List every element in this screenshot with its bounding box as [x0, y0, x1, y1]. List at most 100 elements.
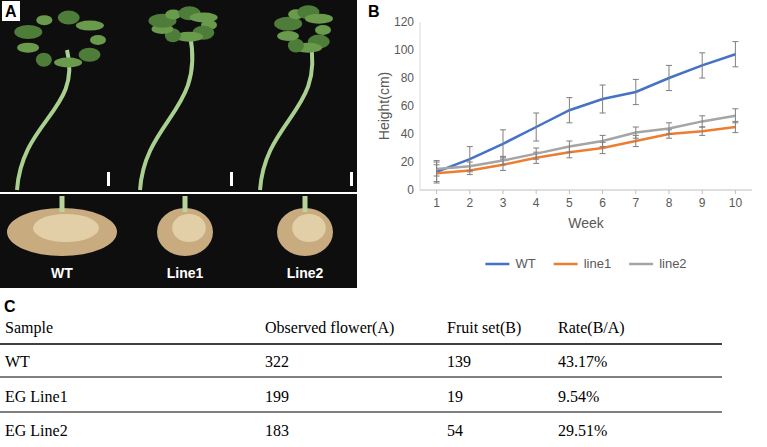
- error-bar: [600, 85, 606, 113]
- panel-letter: B: [368, 3, 380, 20]
- error-stem: [436, 162, 437, 176]
- error-cap: [666, 122, 672, 123]
- table-cell: 54: [447, 422, 463, 439]
- error-bar: [666, 123, 672, 134]
- leaf: [79, 48, 101, 62]
- x-tick: [602, 190, 603, 194]
- error-cap: [633, 127, 639, 128]
- error-cap: [699, 135, 705, 136]
- column-head: Sample: [5, 319, 53, 337]
- table-cell: 29.51%: [558, 422, 607, 439]
- x-tick: [669, 190, 670, 194]
- error-bar: [533, 113, 539, 141]
- error-cap: [533, 159, 539, 160]
- table-cell: 43.17%: [558, 353, 607, 370]
- error-cap: [600, 113, 606, 114]
- x-tick-label: 10: [729, 196, 743, 210]
- error-stem: [735, 109, 736, 123]
- error-cap: [566, 152, 572, 153]
- table-cell: 139: [447, 353, 471, 370]
- stem: [183, 196, 188, 212]
- error-cap: [732, 108, 738, 109]
- x-tick-label: 6: [599, 196, 606, 210]
- error-cap: [434, 181, 440, 182]
- scale-bar: [107, 172, 110, 186]
- error-cap: [500, 156, 506, 157]
- leaf: [58, 11, 80, 25]
- error-stem: [436, 161, 437, 183]
- error-cap: [533, 163, 539, 164]
- error-stem: [503, 130, 504, 158]
- error-cap: [600, 135, 606, 136]
- error-cap: [600, 85, 606, 86]
- leaf: [14, 25, 42, 39]
- root: [292, 214, 326, 242]
- series-line: [437, 127, 736, 173]
- error-bar: [633, 79, 639, 104]
- x-tick: [635, 190, 636, 194]
- error-bar: [434, 162, 440, 176]
- series-line: [437, 116, 736, 169]
- scale-bar: [350, 172, 353, 186]
- error-bar: [732, 121, 738, 132]
- table-cell: 322: [265, 353, 289, 370]
- error-cap: [434, 176, 440, 177]
- leaf: [17, 43, 39, 53]
- error-bar: [500, 130, 506, 158]
- error-stem: [669, 123, 670, 134]
- y-axis-title: Height(cm): [376, 72, 392, 140]
- rule: [0, 377, 722, 378]
- stem: [303, 196, 308, 212]
- x-tick: [735, 190, 736, 194]
- table-cell: EG Line2: [5, 422, 68, 439]
- error-stem: [469, 162, 470, 170]
- error-cap: [699, 127, 705, 128]
- error-bar: [600, 135, 606, 146]
- leaf: [76, 21, 104, 31]
- y-tick-label: 100: [394, 43, 414, 57]
- error-cap: [434, 162, 440, 163]
- error-stem: [702, 116, 703, 127]
- x-tick-label: 1: [433, 196, 440, 210]
- error-stem: [602, 85, 603, 113]
- y-tick-label: 20: [401, 155, 415, 169]
- legend-label: line1: [584, 256, 611, 271]
- root: [172, 214, 206, 242]
- error-cap: [600, 146, 606, 147]
- plot-data: [434, 42, 739, 183]
- y-tick-label: 60: [401, 99, 415, 113]
- error-cap: [467, 174, 473, 175]
- error-bar: [533, 148, 539, 159]
- legend-label: WT: [515, 256, 535, 271]
- error-stem: [669, 65, 670, 90]
- photo-label: WT: [51, 265, 73, 281]
- error-bar: [467, 162, 473, 170]
- leaf: [315, 25, 331, 35]
- leaf: [277, 31, 299, 41]
- root: [33, 214, 99, 242]
- column-head: Rate(B/A): [558, 319, 625, 337]
- leaf: [36, 53, 52, 67]
- stem: [60, 196, 65, 212]
- table-cell: 199: [265, 388, 289, 405]
- error-bar: [467, 147, 473, 172]
- error-stem: [702, 53, 703, 78]
- legend: WT line1 line2: [485, 256, 686, 271]
- error-stem: [635, 79, 636, 104]
- x-tick: [503, 190, 504, 194]
- legend-swatch: [629, 263, 653, 266]
- error-cap: [633, 146, 639, 147]
- table-cell: 19: [447, 388, 463, 405]
- x-tick-label: 2: [466, 196, 473, 210]
- rule: [0, 412, 722, 413]
- error-cap: [666, 138, 672, 139]
- column-head: Fruit set(B): [447, 319, 521, 337]
- error-cap: [467, 170, 473, 171]
- legend-label: line2: [659, 256, 686, 271]
- x-tick: [536, 190, 537, 194]
- y-tick-label: 40: [401, 127, 415, 141]
- y-tick-label: 80: [401, 71, 415, 85]
- error-cap: [467, 162, 473, 163]
- photo-ground: [0, 0, 357, 288]
- error-bar: [633, 127, 639, 138]
